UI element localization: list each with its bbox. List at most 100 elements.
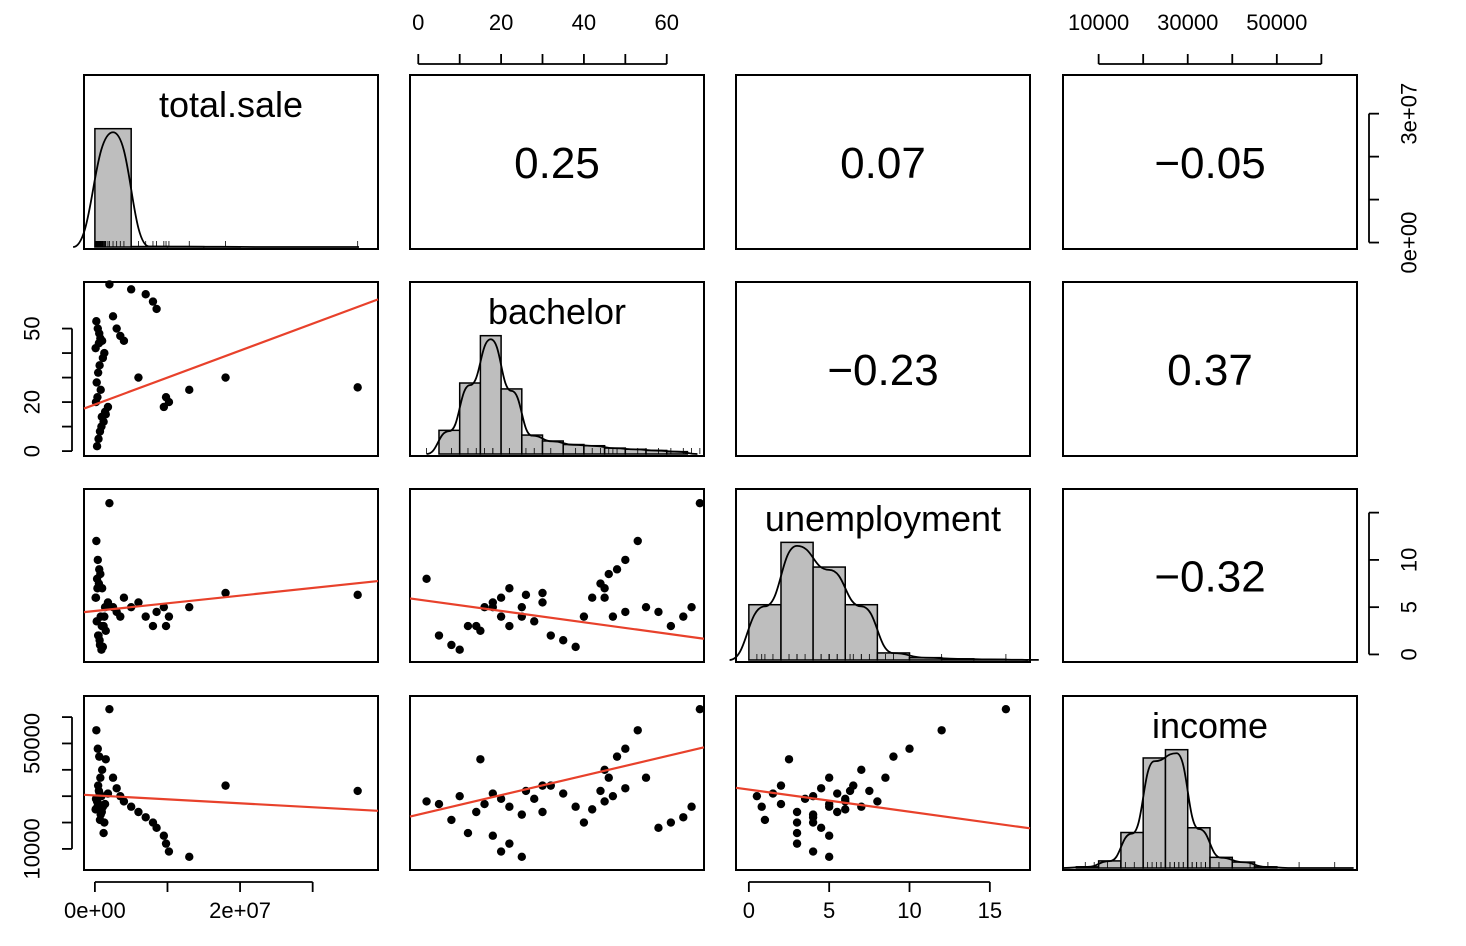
variable-name-3: income — [1152, 705, 1268, 746]
scatter-point — [596, 786, 605, 796]
scatter-point — [905, 744, 914, 753]
scatter-point — [792, 818, 802, 827]
scatter-point — [134, 373, 143, 382]
panels-layer: total.sale bachelor unemployment income 0.25… — [72, 74, 1358, 871]
scatter-point — [97, 621, 106, 631]
panel-frame-2-2 — [735, 488, 1031, 663]
scatter-point — [654, 607, 663, 617]
scatter-point — [604, 773, 613, 782]
scatter-point — [752, 791, 762, 801]
scatter-point — [455, 791, 464, 801]
histogram-bar — [748, 603, 782, 661]
scatter-point — [447, 640, 456, 650]
scatter-point — [93, 555, 102, 565]
scatter-point — [612, 752, 622, 761]
scatter-point — [505, 839, 514, 848]
scatter-point — [579, 818, 589, 827]
scatter-point — [108, 773, 118, 782]
scatter-point — [92, 317, 101, 326]
scatter-point — [100, 407, 110, 417]
scatter-point — [96, 334, 105, 343]
scatter-point — [159, 602, 169, 612]
scatter-point — [141, 290, 150, 299]
right-axis-unemployment-tick-label: 0 — [1397, 648, 1422, 660]
scatter-point — [92, 441, 102, 451]
scatter-point — [666, 818, 676, 827]
histogram-bar — [844, 603, 879, 661]
fit-line — [409, 746, 705, 818]
scatter-point — [604, 569, 613, 579]
scatter-point — [95, 636, 104, 645]
scatter-point — [95, 361, 104, 370]
scatter-point — [757, 802, 766, 811]
scatter-point — [608, 612, 618, 621]
scatter-point — [621, 607, 630, 617]
scatter-point — [353, 786, 362, 796]
scatter-point — [93, 392, 102, 402]
panel-frame-3-0 — [83, 695, 379, 871]
correlation-label: −0.05 — [1154, 139, 1265, 188]
scatter-point — [517, 810, 527, 819]
density-curve — [426, 338, 698, 455]
top-axis-bachelor-tick-label: 20 — [489, 10, 513, 35]
variable-name-0: total.sale — [159, 84, 303, 125]
scatter-point — [92, 536, 101, 546]
panel-frame-1-3 — [1062, 281, 1358, 457]
scatter-point — [792, 839, 802, 848]
scatter-point — [496, 593, 506, 602]
correlation-label: −0.32 — [1154, 553, 1265, 602]
scatter-point — [112, 784, 121, 793]
scatter-point — [530, 794, 539, 804]
scatter-point — [152, 607, 161, 617]
scatter-point — [833, 789, 842, 798]
scatter-point — [776, 781, 786, 790]
scatter-point — [112, 324, 121, 333]
panel-frame-0-3 — [1062, 74, 1358, 250]
scatter-point — [119, 336, 129, 346]
scatter-point — [538, 598, 547, 607]
scatter-point — [679, 612, 688, 621]
panel-frame-1-0 — [83, 281, 379, 457]
scatter-point — [185, 602, 194, 612]
fit-line — [83, 298, 379, 410]
scatter-point — [100, 348, 109, 358]
panel-frame-2-1 — [409, 488, 705, 663]
panel-frame-0-1 — [409, 74, 705, 250]
left-axis-income-tick-label: 50000 — [20, 713, 45, 774]
correlation-label: −0.23 — [827, 346, 938, 395]
scatter-point — [792, 828, 802, 838]
scatter-point — [164, 397, 174, 407]
scatter-point — [776, 799, 786, 809]
scatter-point — [105, 280, 114, 289]
panel-frame-0-2 — [735, 74, 1031, 250]
scatter-point — [641, 602, 651, 612]
scatter-point — [621, 555, 630, 565]
bottom-axis-unemployment-tick-label: 5 — [823, 898, 835, 923]
scatter-point — [185, 385, 194, 395]
scatter-point — [152, 304, 161, 314]
scatter-point — [881, 773, 890, 782]
scatter-point — [99, 828, 108, 838]
correlation-label: 0.25 — [514, 139, 600, 188]
scatter-point — [221, 373, 230, 382]
scatter-point — [148, 621, 158, 631]
scatter-point — [92, 378, 101, 387]
scatter-point — [517, 852, 527, 862]
scatter-point — [559, 789, 568, 798]
scatter-point — [97, 807, 106, 817]
scatter-point — [760, 815, 770, 825]
scatter-point — [94, 786, 104, 796]
axes-layer: 0 20 40 60 10000 30000 50000 0e+00 2e+07 0 5 10 15 0 2… — [20, 10, 1422, 923]
scatter-point — [824, 831, 834, 840]
scatter-point — [808, 810, 818, 819]
panel-frame-3-2 — [735, 695, 1031, 871]
scatter-point — [841, 805, 850, 814]
scatter-point — [96, 569, 105, 579]
scatter-point — [889, 752, 898, 761]
scatter-point — [865, 786, 874, 796]
scatter-point — [434, 799, 444, 809]
scatter-point — [608, 791, 618, 801]
scatter-point — [148, 297, 158, 306]
scatter-point — [96, 773, 105, 782]
scatter-point — [94, 579, 104, 588]
